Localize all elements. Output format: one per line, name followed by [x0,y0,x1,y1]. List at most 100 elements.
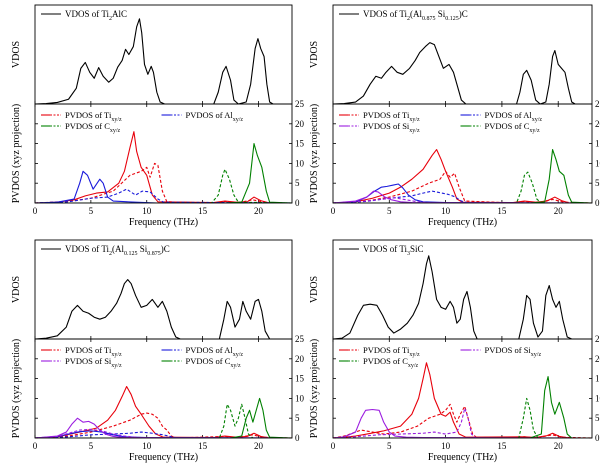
series-line [35,143,292,203]
legend-label: PVDOS of Cxy/z [186,356,242,369]
series-group [333,42,592,104]
plot-frame [34,338,293,439]
x-tick-label: 20 [254,206,264,216]
legend-label: VDOS of Ti2(Al0.125 Si0.875)C [65,244,170,257]
plot-frame [332,103,593,204]
x-tick-label: 15 [497,206,507,216]
y-tick-label: 10 [295,393,305,403]
y-tick-label: 0 [295,198,300,208]
x-tick-label: 20 [554,441,564,451]
series-group [333,255,592,339]
legend: PVDOS of Tixy/z PVDOS of Alxy/z PVDOS of C… [41,110,243,134]
series-line [35,397,292,438]
x-axis-title: Frequency (THz) [428,452,497,463]
y-tick-label: 20 [295,354,305,364]
x-tick-label: 15 [497,441,507,451]
x-tick-label: 5 [89,441,94,451]
series-line [35,131,292,203]
upper-plot: VDOS VDOS of Ti3SiC [309,239,593,340]
series-group [333,148,592,203]
legend-label: PVDOS of Sixy/z [65,356,122,369]
plot-frame [34,103,293,204]
pvdos-axis-title: PVDOS (xyz projection) [309,104,320,203]
y-tick-label: 20 [595,119,600,129]
y-tick-label: 25 [595,99,600,109]
plot-frame [34,4,293,105]
series-line [333,148,592,203]
y-tick-label: 20 [595,354,600,364]
x-axis-title: Frequency (THz) [428,217,497,228]
y-tick-label: 15 [295,374,305,384]
legend-label: PVDOS of Tixy/z [363,345,420,358]
series-group [35,131,292,203]
vdos-axis-title: VDOS [11,41,22,68]
legend-label: PVDOS of Tixy/z [65,345,122,358]
x-axis-title: Frequency (THz) [129,217,198,228]
legend-label: PVDOS of Cxy/z [65,121,121,134]
legend-label: PVDOS of Cxy/z [363,356,419,369]
lower-plot: 0 5 10 15 20 25 PVDOS (xyz projection) PVDOS of… [11,99,305,208]
x-tick-label: 0 [331,441,336,451]
series-line [35,385,292,438]
pvdos-axis-title: PVDOS (xyz projection) [11,104,22,203]
series-line [333,408,592,438]
upper-plot: VDOS VDOS of Ti2(Al0.875 Si0.125)C [309,4,593,105]
x-tick-label: 10 [441,441,451,451]
legend-label: VDOS of Ti3SiC [363,244,424,257]
plot-frame [332,239,593,340]
series-line [35,18,292,104]
lower-plot: 0 5 10 15 20 25 PVDOS (xyz projection) PVDOS of… [309,99,600,208]
legend-label: PVDOS of Sixy/z [363,121,420,134]
plot-frame [34,239,293,340]
series-line [35,188,292,203]
x-tick-label: 5 [387,441,392,451]
legend-label: PVDOS of Tixy/z [65,110,122,123]
series-line [333,255,592,339]
legend: PVDOS of Tixy/z PVDOS of Alxy/z PVDOS of S… [339,110,542,134]
series-line [333,42,592,104]
y-tick-label: 10 [295,158,305,168]
y-tick-label: 5 [595,413,600,423]
y-tick-label: 0 [595,433,600,443]
series-line [333,183,592,203]
panel-bottom-left: 0 5 10 15 20 Frequency (THz) VDOS VDOS of Ti2(A… [11,239,305,463]
y-tick-label: 15 [595,139,600,149]
legend-label: PVDOS of Sixy/z [485,345,542,358]
lower-plot: 0 5 10 15 20 25 PVDOS (xyz projection) PVDOS of… [309,334,600,443]
series-group [35,18,292,104]
vdos-axis-title: VDOS [309,276,320,303]
series-line [333,397,592,438]
x-tick-label: 5 [387,206,392,216]
x-tick-label: 10 [441,206,451,216]
legend-label: VDOS of Ti2(Al0.875 Si0.125)C [363,9,468,22]
y-tick-label: 20 [295,119,305,129]
series-line [35,168,292,203]
series-line [333,376,592,438]
series-group [333,362,592,438]
vdos-axis-title: VDOS [309,41,320,68]
y-tick-label: 25 [295,334,305,344]
legend: PVDOS of Tixy/z PVDOS of Alxy/z PVDOS of S… [41,345,243,369]
legend-label: PVDOS of Cxy/z [485,121,541,134]
pvdos-axis-title: PVDOS (xyz projection) [11,339,22,438]
series-line [35,431,292,438]
x-tick-label: 15 [198,206,208,216]
series-group [35,279,292,339]
y-tick-label: 25 [295,99,305,109]
x-tick-label: 5 [89,206,94,216]
y-tick-label: 5 [295,413,300,423]
x-tick-label: 10 [142,441,152,451]
series-line [333,148,592,203]
series-line [333,190,592,203]
lower-plot: 0 5 10 15 20 25 PVDOS (xyz projection) PVDOS of… [11,334,305,443]
y-tick-label: 15 [595,374,600,384]
series-line [333,171,592,203]
legend-label: VDOS of Ti2AlC [65,9,127,22]
legend-label: PVDOS of Alxy/z [485,110,543,123]
series-line [333,403,592,438]
legend-label: PVDOS of Alxy/z [186,110,244,123]
legend: VDOS of Ti2(Al0.875 Si0.125)C [339,9,468,22]
plot-frame [332,338,593,439]
x-axis-title: Frequency (THz) [129,452,198,463]
